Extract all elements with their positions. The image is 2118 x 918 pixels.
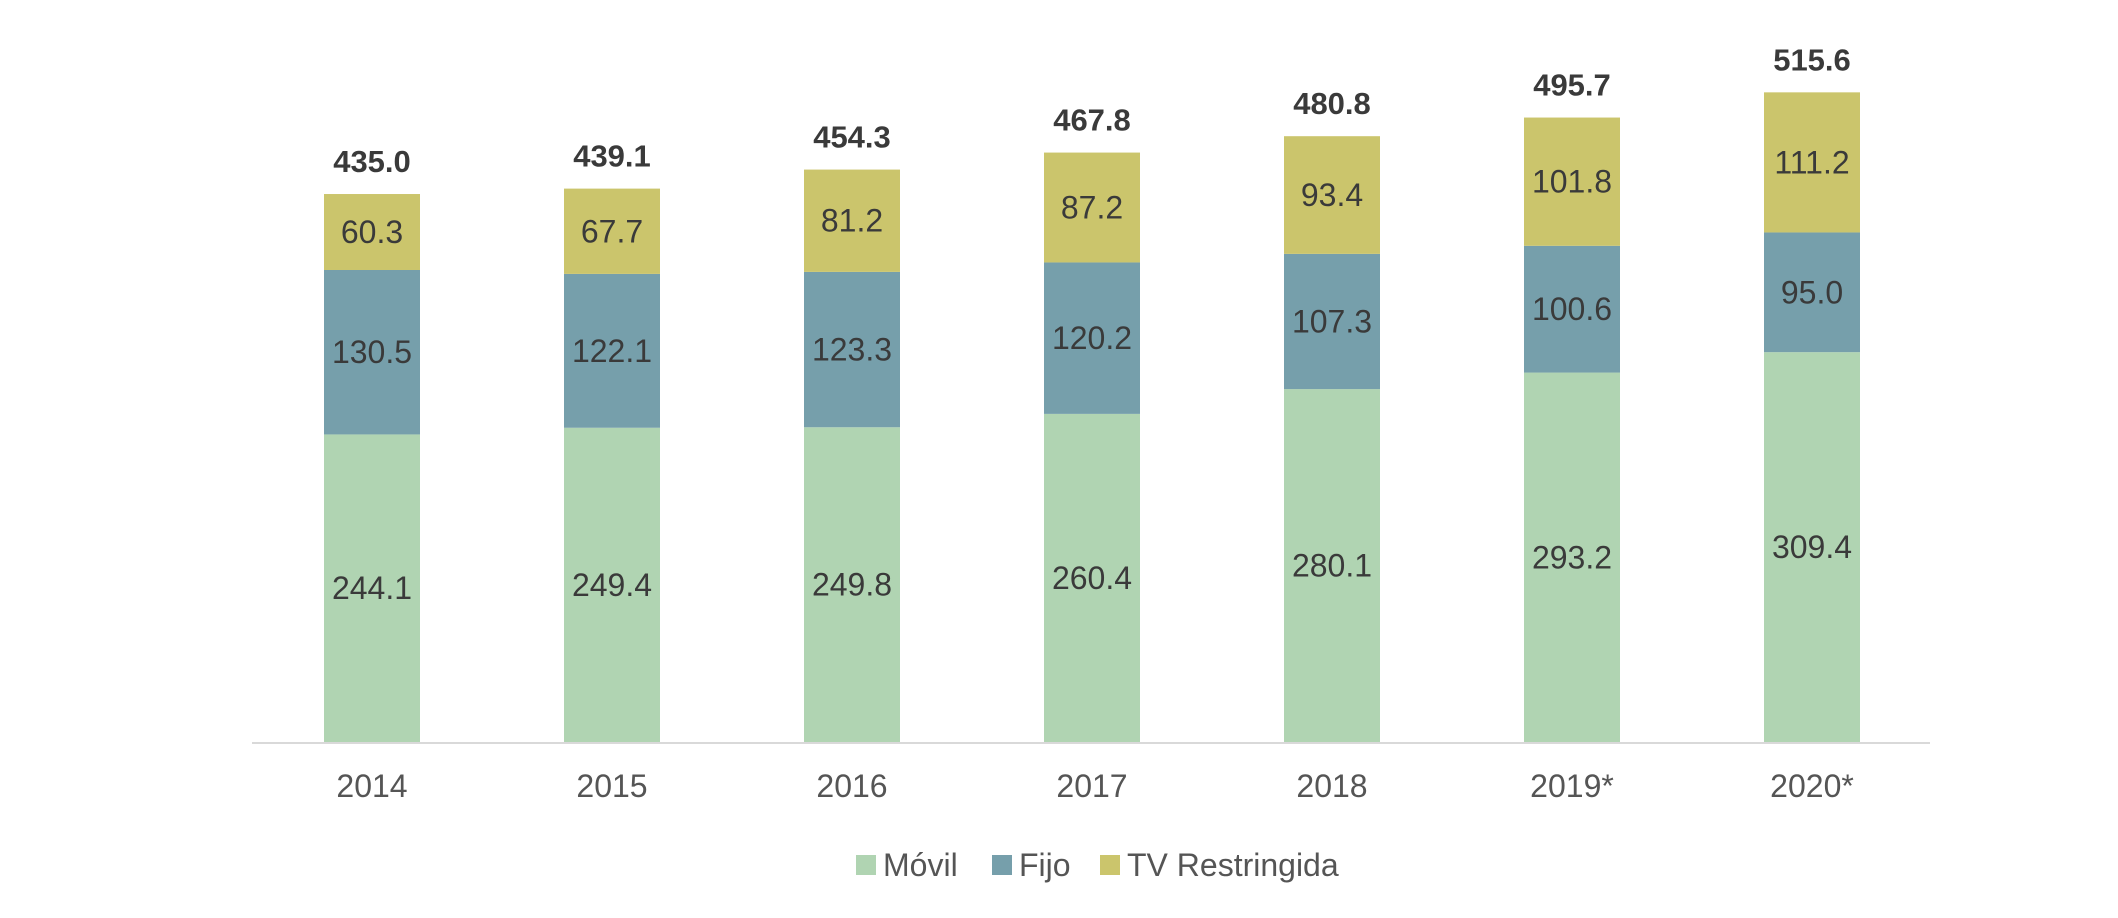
bar-segment-m-vil [804, 427, 900, 742]
total-value-label: 454.3 [813, 120, 891, 155]
legend-label: Móvil [883, 847, 958, 883]
bar-segment-m-vil [1284, 389, 1380, 742]
bar-segment-tv-restringida [564, 188, 660, 274]
segment-value-label: 122.1 [572, 333, 652, 369]
segment-value-label: 93.4 [1301, 177, 1363, 213]
bar-segment-m-vil [324, 434, 420, 742]
x-tick-label: 2017 [1056, 768, 1127, 804]
total-value-label: 435.0 [333, 144, 411, 179]
x-tick-label: 2014 [336, 768, 407, 804]
legend-swatch [992, 855, 1012, 875]
bar-segment-tv-restringida [1284, 136, 1380, 254]
total-value-label: 467.8 [1053, 103, 1131, 138]
bar-segment-tv-restringida [1764, 92, 1860, 233]
legend-label: TV Restringida [1127, 847, 1339, 883]
segment-value-label: 249.4 [572, 567, 652, 603]
segment-value-label: 123.3 [812, 332, 892, 368]
segment-value-label: 120.2 [1052, 320, 1132, 356]
bar-segment-tv-restringida [1524, 117, 1620, 246]
legend-swatch [856, 855, 876, 875]
segment-value-label: 87.2 [1061, 190, 1123, 226]
segment-value-label: 100.6 [1532, 291, 1612, 327]
x-tick-label: 2016 [816, 768, 887, 804]
segment-value-label: 111.2 [1774, 144, 1849, 180]
bar-segment-m-vil [1044, 413, 1140, 742]
bar-segment-tv-restringida [324, 194, 420, 271]
segment-value-label: 293.2 [1532, 539, 1612, 575]
x-tick-label: 2019* [1530, 768, 1614, 804]
total-value-label: 515.6 [1773, 42, 1851, 77]
segment-value-label: 130.5 [332, 334, 412, 370]
segment-value-label: 60.3 [341, 214, 403, 250]
segment-value-label: 309.4 [1772, 529, 1852, 565]
bar-segment-fijo [1764, 232, 1860, 353]
bar-segment-fijo [804, 271, 900, 428]
x-tick-label: 2015 [576, 768, 647, 804]
bars-group [324, 92, 1860, 742]
total-labels-group: 435.0 439.1 454.3 467.8 480.8 495.7 515.6 [333, 42, 1851, 179]
total-value-label: 480.8 [1293, 86, 1371, 121]
bar-segment-tv-restringida [804, 169, 900, 272]
category-labels-group: 2014 2015 2016 2017 2018 2019* 2020* [336, 768, 1853, 804]
legend-swatch [1100, 855, 1120, 875]
bar-segment-fijo [1044, 262, 1140, 414]
segment-value-label: 67.7 [581, 213, 643, 249]
x-tick-label: 2018 [1296, 768, 1367, 804]
bar-segment-m-vil [1524, 372, 1620, 742]
total-value-label: 439.1 [573, 139, 651, 174]
segment-value-label: 280.1 [1292, 548, 1372, 584]
bar-segment-m-vil [1764, 352, 1860, 742]
total-value-label: 495.7 [1533, 68, 1611, 103]
segment-labels-group: 244.1 130.5 60.3 249.4 122.1 67.7 249.8 123.3 81… [332, 144, 1852, 606]
legend-label: Fijo [1019, 847, 1071, 883]
segment-value-label: 249.8 [812, 567, 892, 603]
bar-segment-fijo [564, 273, 660, 428]
segment-value-label: 107.3 [1292, 303, 1372, 339]
segment-value-label: 95.0 [1781, 274, 1843, 310]
segment-value-label: 81.2 [821, 203, 883, 239]
bar-segment-fijo [1284, 253, 1380, 390]
legend: Móvil Fijo TV Restringida [856, 847, 1339, 883]
bar-segment-fijo [324, 270, 420, 435]
bar-segment-tv-restringida [1044, 152, 1140, 263]
x-tick-label: 2020* [1770, 768, 1854, 804]
bar-segment-fijo [1524, 245, 1620, 373]
segment-value-label: 244.1 [332, 570, 412, 606]
segment-value-label: 101.8 [1532, 164, 1612, 200]
bar-segment-m-vil [564, 427, 660, 742]
segment-value-label: 260.4 [1052, 560, 1132, 596]
